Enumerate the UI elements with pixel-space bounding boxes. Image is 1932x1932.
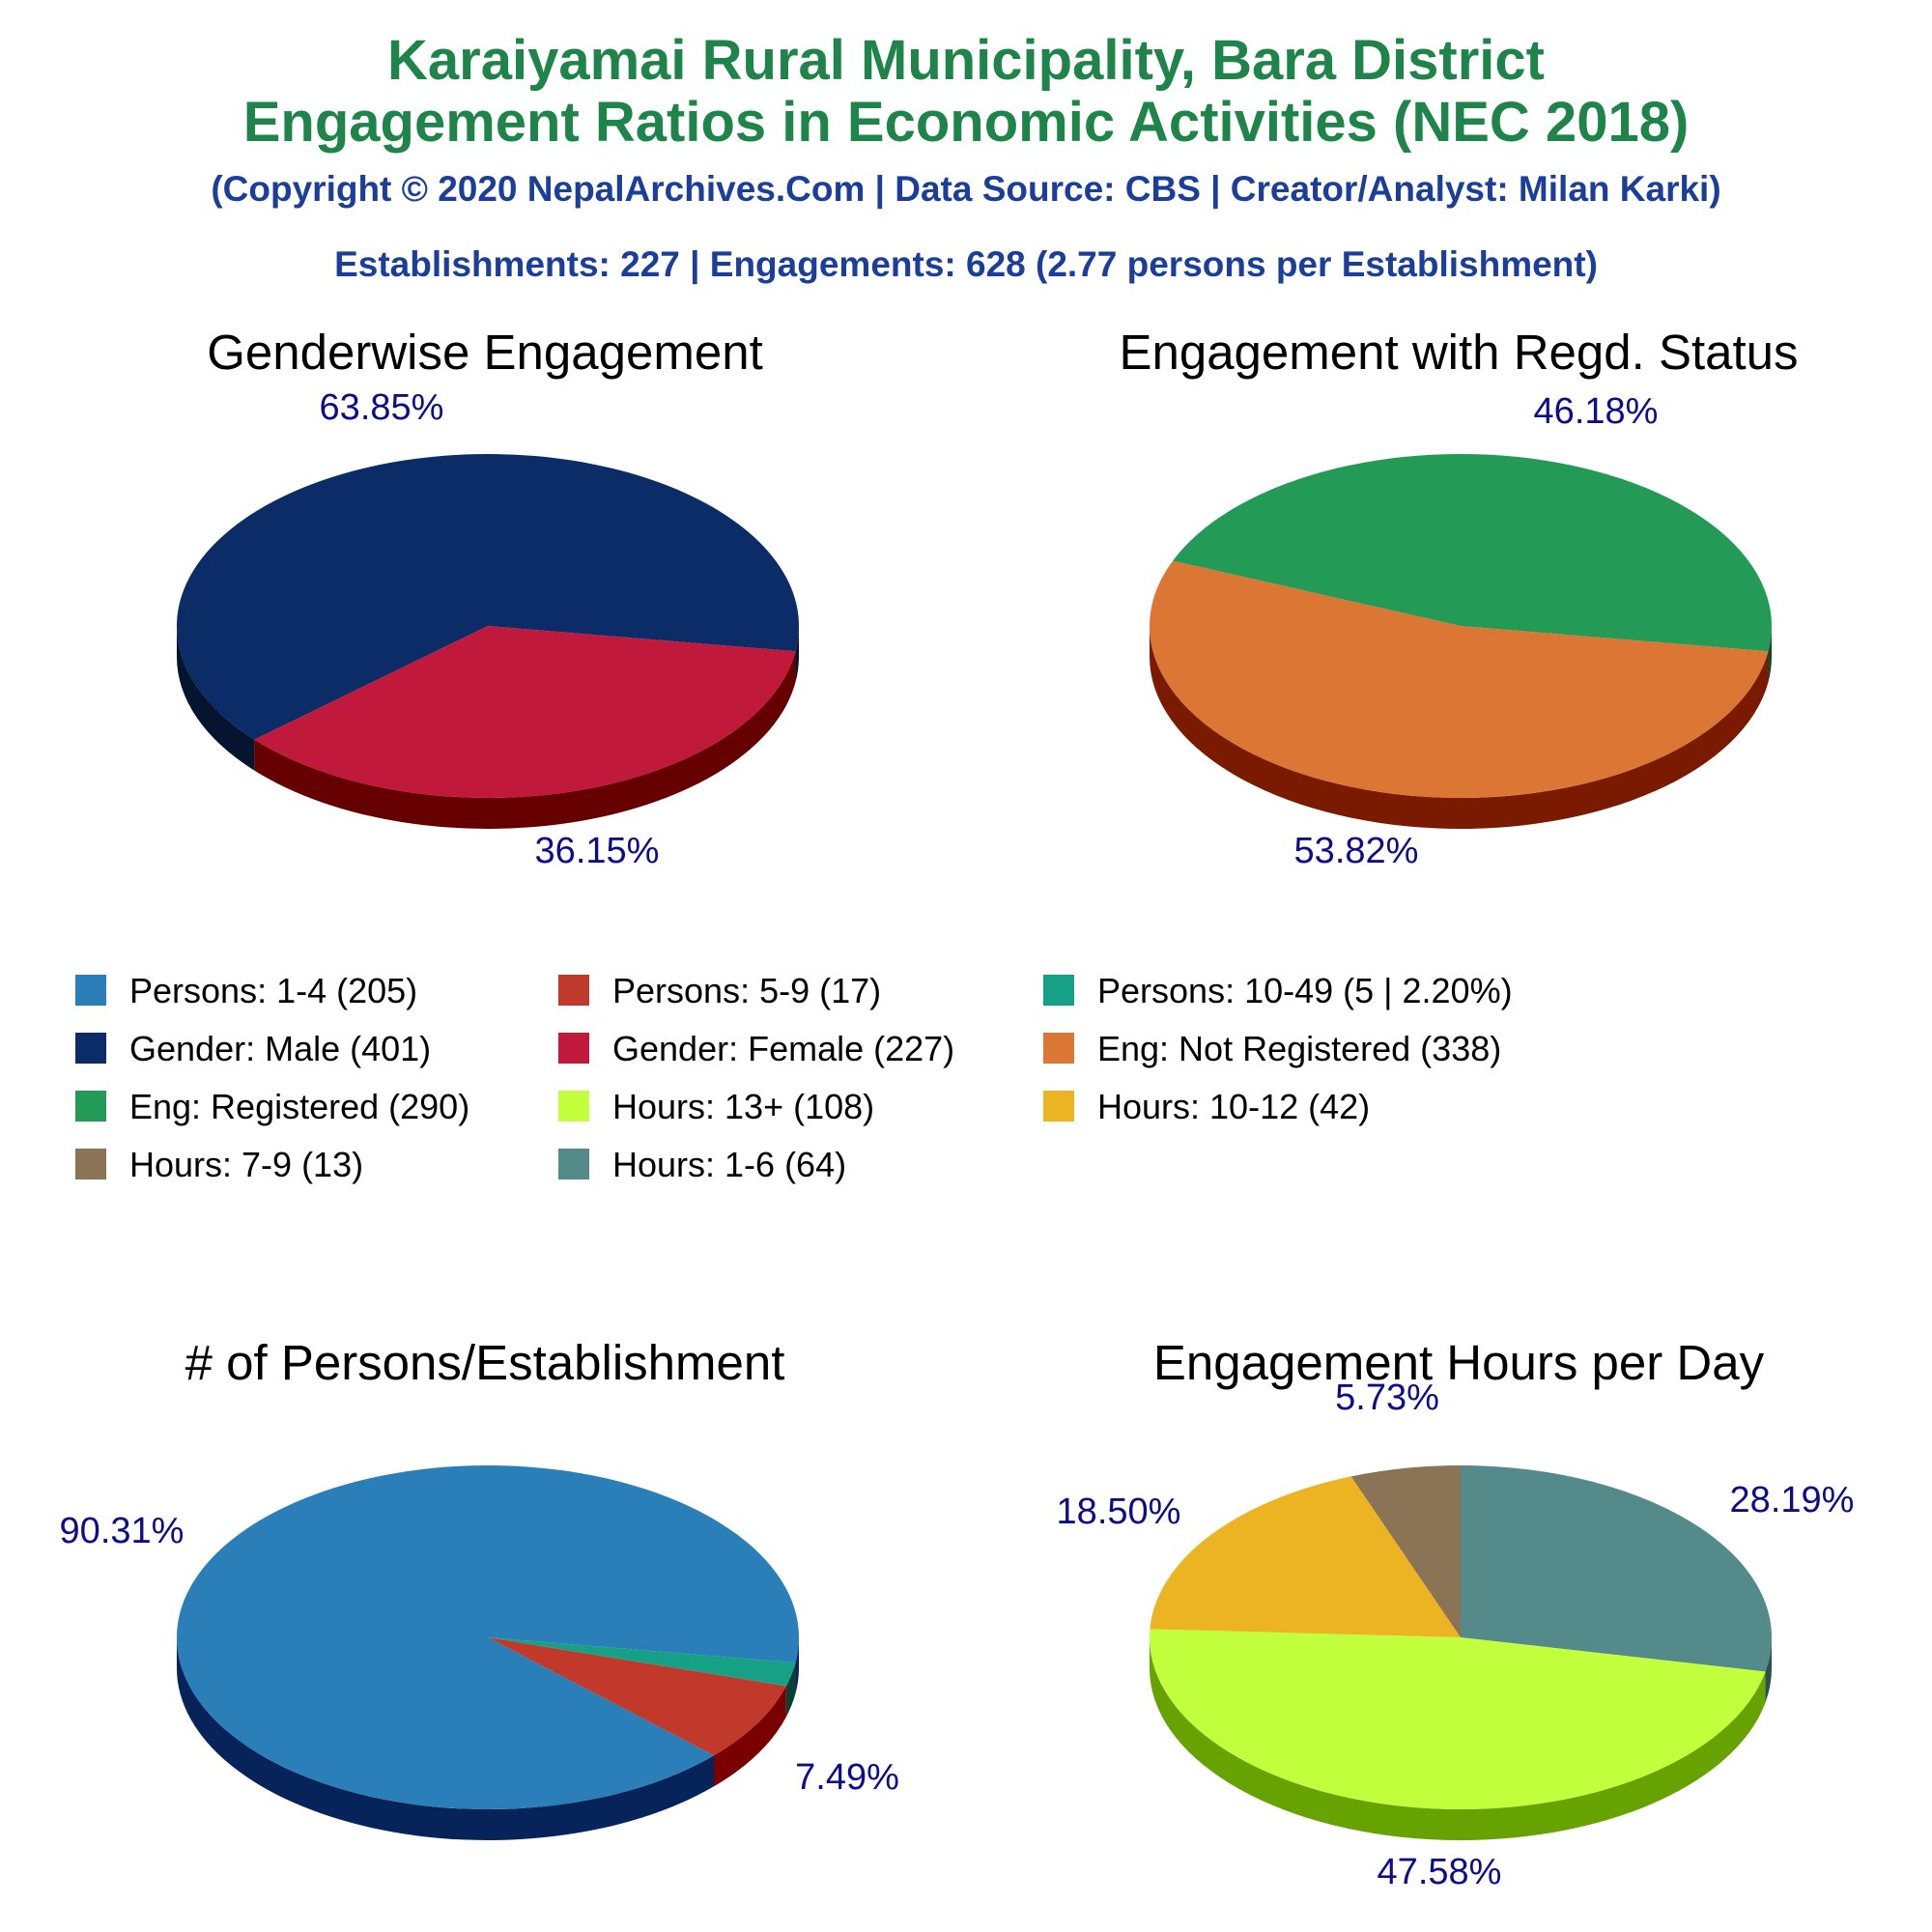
- legend-item: Gender: Male (401): [75, 1029, 431, 1068]
- pie-slice-3-2: [488, 1637, 786, 1756]
- legend-item: Hours: 13+ (108): [558, 1087, 874, 1126]
- percent-label-2-1: 46.18%: [1534, 391, 1659, 432]
- legend-label: Eng: Not Registered (338): [1097, 1029, 1501, 1068]
- legend-label: Hours: 10-12 (42): [1097, 1087, 1370, 1126]
- legend-item: Persons: 1-4 (205): [75, 971, 417, 1010]
- legend-label: Eng: Registered (290): [129, 1087, 469, 1126]
- chart-title-line1: Karaiyamai Rural Municipality, Bara Dist…: [387, 29, 1545, 92]
- legend-swatch: [558, 1033, 589, 1064]
- percent-label-2-2: 53.82%: [1294, 831, 1419, 871]
- pie-side-1-1: [795, 626, 800, 683]
- legend-swatch: [558, 1091, 589, 1122]
- legend-item: Eng: Not Registered (338): [1043, 1029, 1501, 1068]
- pie-side-3-1: [177, 1637, 714, 1840]
- legend-item: Hours: 10-12 (42): [1043, 1087, 1370, 1126]
- legend-swatch: [75, 1033, 106, 1064]
- pie-side-2-2: [1150, 626, 1769, 829]
- percent-label-1-1: 63.85%: [320, 387, 444, 428]
- pie-charts: 63.85% 36.15% 46.18% 53.82% 90.31% 7.49% 28.19…: [60, 387, 1855, 1892]
- pie-title-registration: Engagement with Regd. Status: [1119, 325, 1798, 380]
- legend-swatch: [75, 1091, 106, 1122]
- pie-slice-4-2: [1150, 1629, 1766, 1809]
- pie-chart-2: 46.18% 53.82%: [1149, 391, 1772, 871]
- pie-slice-4-1: [1461, 1465, 1773, 1672]
- percent-label-3-1: 90.31%: [60, 1511, 185, 1551]
- percent-label-4-4: 5.73%: [1335, 1378, 1439, 1418]
- legend-label: Persons: 1-4 (205): [129, 971, 417, 1010]
- percent-label-4-3: 18.50%: [1057, 1492, 1181, 1532]
- legend-swatch: [1043, 975, 1074, 1006]
- percent-label-4-2: 47.58%: [1378, 1852, 1502, 1892]
- pie-chart-4: 28.19% 47.58% 18.50% 5.73%: [1057, 1378, 1855, 1892]
- copyright-line: (Copyright © 2020 NepalArchives.Com | Da…: [211, 169, 1720, 210]
- legend-label: Hours: 1-6 (64): [612, 1145, 846, 1184]
- pie-slice-3-1: [177, 1464, 800, 1809]
- pie-side-4-2: [1150, 1637, 1766, 1841]
- legend-label: Gender: Female (227): [612, 1029, 954, 1068]
- pie-side-1-2: [254, 651, 796, 829]
- legend-swatch: [558, 1149, 589, 1179]
- legend-swatch: [75, 975, 106, 1006]
- pie-slice-1-1: [177, 454, 800, 740]
- legend-swatch: [75, 1149, 106, 1179]
- legend-swatch: [1043, 1091, 1074, 1122]
- pie-side-3-2: [713, 1686, 786, 1787]
- pie-title-gender: Genderwise Engagement: [207, 325, 763, 380]
- stats-line: Establishments: 227 | Engagements: 628 (…: [334, 244, 1598, 285]
- pie-slice-4-3: [1150, 1476, 1461, 1637]
- chart-title-line2: Engagement Ratios in Economic Activities…: [243, 91, 1690, 154]
- percent-label-1-2: 36.15%: [535, 831, 660, 871]
- legend-swatch: [558, 975, 589, 1006]
- pie-chart-1: 63.85% 36.15%: [177, 387, 800, 871]
- pie-title-hours: Engagement Hours per Day: [1153, 1335, 1765, 1390]
- pie-side-2-1: [1768, 626, 1772, 683]
- pie-side-1-1: [177, 626, 255, 771]
- pie-slice-1-2: [254, 626, 796, 799]
- legend-swatch: [1043, 1033, 1074, 1064]
- legend-item: Eng: Registered (290): [75, 1087, 469, 1126]
- pie-slice-2-2: [1149, 560, 1769, 799]
- legend-label: Hours: 7-9 (13): [129, 1145, 363, 1184]
- legend-label: Persons: 10-49 (5 | 2.20%): [1097, 971, 1513, 1010]
- legend-item: Persons: 5-9 (17): [558, 971, 881, 1010]
- legend-label: Persons: 5-9 (17): [612, 971, 881, 1010]
- pie-side-4-1: [1765, 1637, 1772, 1703]
- pie-chart-3: 90.31% 7.49%: [60, 1464, 899, 1840]
- pie-slice-3-3: [488, 1637, 796, 1687]
- legend-label: Hours: 13+ (108): [612, 1087, 874, 1126]
- legend-item: Gender: Female (227): [558, 1029, 954, 1068]
- pie-side-3-1: [795, 1637, 799, 1694]
- legend-item: Hours: 7-9 (13): [75, 1145, 363, 1184]
- pie-side-3-3: [785, 1662, 796, 1718]
- percent-label-4-1: 28.19%: [1730, 1480, 1855, 1520]
- legend-item: Hours: 1-6 (64): [558, 1145, 846, 1184]
- pie-slice-2-1: [1172, 454, 1772, 652]
- pie-title-persons: # of Persons/Establishment: [185, 1335, 785, 1390]
- legend-label: Gender: Male (401): [129, 1029, 431, 1068]
- legend: Persons: 1-4 (205) Persons: 5-9 (17) Perso…: [75, 971, 1513, 1184]
- legend-item: Persons: 10-49 (5 | 2.20%): [1043, 971, 1513, 1010]
- pie-slice-4-4: [1350, 1465, 1461, 1637]
- percent-label-3-2: 7.49%: [795, 1757, 899, 1798]
